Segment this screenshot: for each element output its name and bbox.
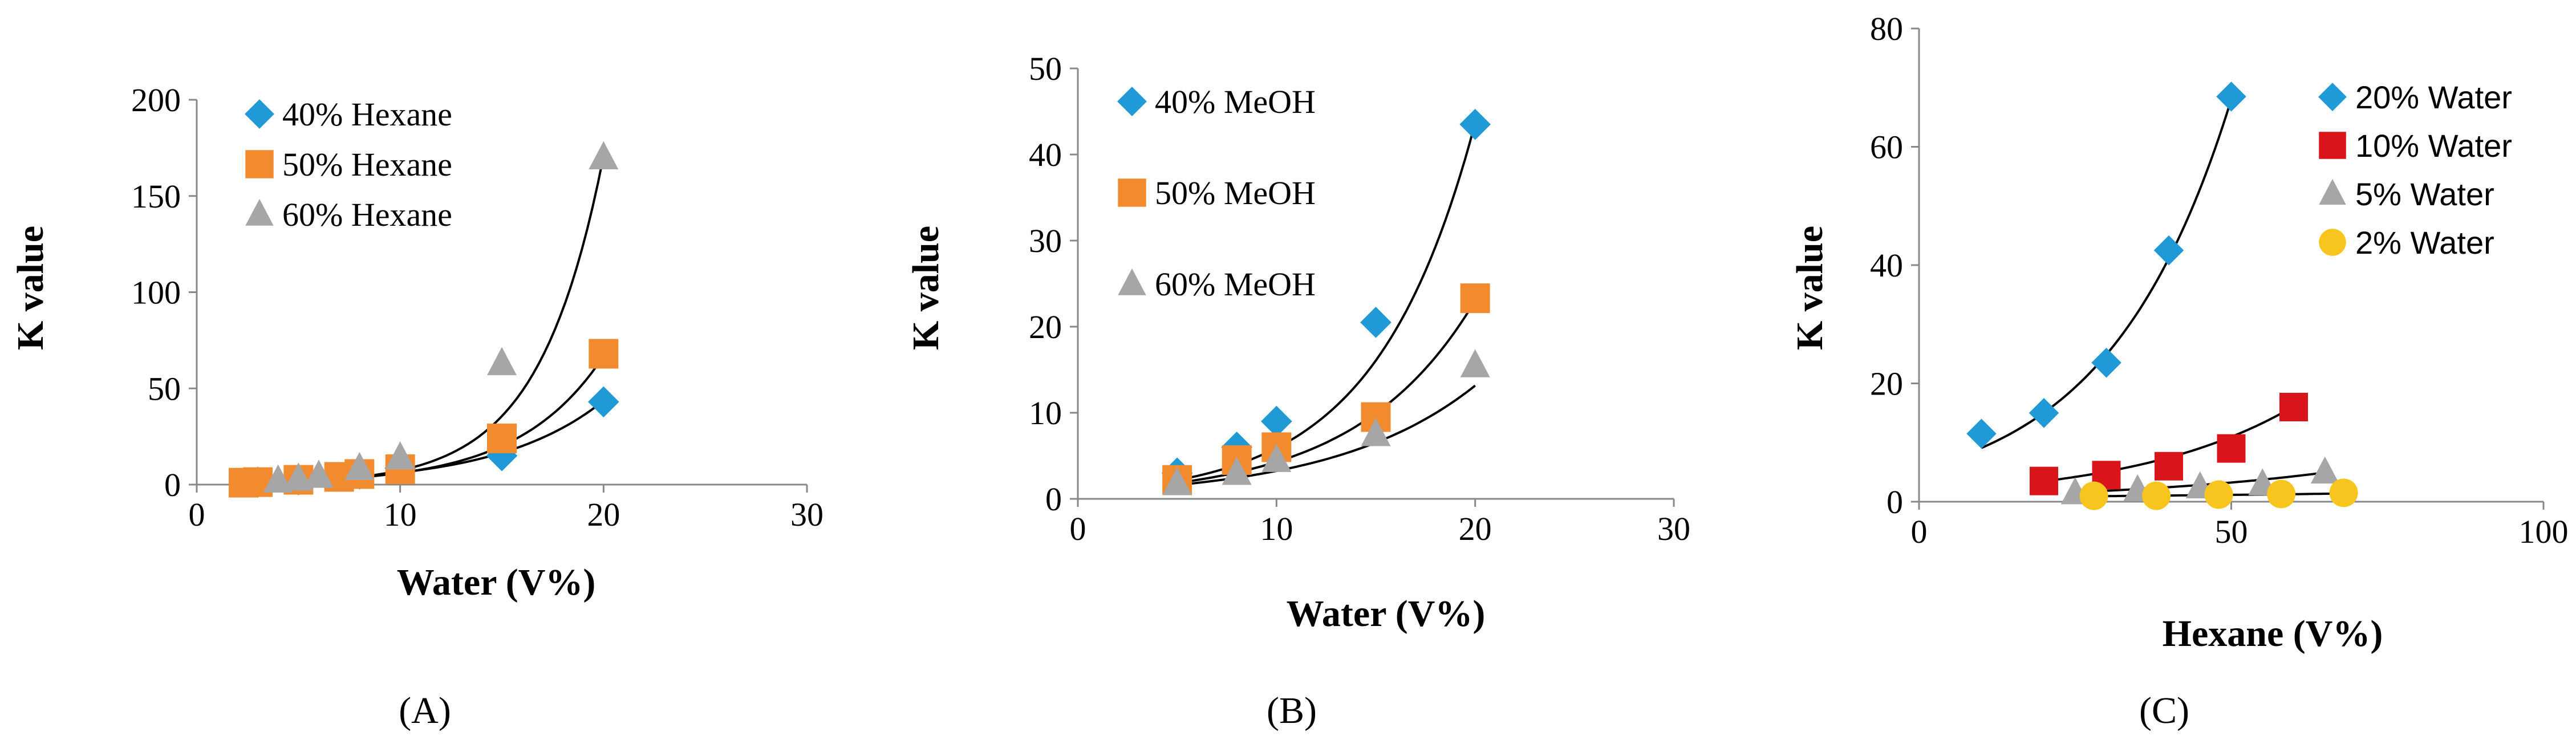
panel-b-xtick-label: 30 <box>1657 510 1690 547</box>
panel-c-ytick-label: 60 <box>1870 129 1903 166</box>
panel-a-series-2-point <box>304 460 334 488</box>
panel-c-series-0-point <box>2091 347 2121 378</box>
panel-c-series-0-point <box>2216 82 2246 112</box>
panel-b-legend-marker-0 <box>1117 87 1147 116</box>
panel-b-xtick-label: 20 <box>1459 510 1492 547</box>
panel-b: K value Water (V%) (B) 0 10 20 30 40 50 0 10 20 3… <box>905 50 1690 731</box>
panel-c-xlabel: Hexane (V%) <box>2163 613 2383 654</box>
panel-c-legend-label-2: 5% Water <box>2355 176 2494 212</box>
panel-b-legend-marker-1 <box>1118 178 1146 207</box>
panel-b-series-0-point <box>1360 307 1392 338</box>
panel-a-legend-marker-1 <box>245 150 274 178</box>
panel-c-xtick-label: 100 <box>2519 513 2569 550</box>
panel-a-series-2-point <box>344 452 375 481</box>
panel-a-ytick-label: 50 <box>148 370 181 407</box>
panel-a: K value Water (V%) (A) 0 50 100 150 200 0 10 20… <box>10 82 823 731</box>
panel-b-fit-curve-1 <box>1177 300 1476 484</box>
panel-c: K value Hexane (V%) (C) 0 20 40 60 80 0 50 100 2… <box>1789 10 2569 731</box>
panel-b-ytick-label: 10 <box>1029 395 1062 432</box>
panel-b-label: (B) <box>1267 690 1317 731</box>
panel-c-legend-marker-2 <box>2319 178 2346 205</box>
panel-b-ytick-label: 40 <box>1029 136 1062 173</box>
panel-c-series-3-point <box>2142 481 2171 510</box>
panel-b-series-1-point <box>1460 283 1490 314</box>
panel-a-label: (A) <box>399 690 451 731</box>
panel-c-series-3-point <box>2329 478 2358 507</box>
panel-a-ytick-label: 0 <box>164 466 181 503</box>
panel-a-series-2-point <box>589 141 619 170</box>
panel-c-series-1-point <box>2155 452 2183 481</box>
panel-c-xtick-label: 50 <box>2215 513 2248 550</box>
panel-b-series-0-point <box>1261 405 1292 437</box>
panel-a-series-0-point <box>588 386 619 418</box>
panel-c-series-0-point <box>2029 398 2059 428</box>
panel-b-series-0-point <box>1459 108 1491 140</box>
panel-a-series-0-point <box>486 440 518 471</box>
panel-a-legend-marker-2 <box>245 198 274 226</box>
panel-a-ytick-label: 100 <box>131 274 181 311</box>
panel-c-legend-marker-1 <box>2319 132 2346 159</box>
panel-c-legend-label-0: 20% Water <box>2355 79 2512 115</box>
panel-c-series-0-point <box>2153 235 2184 266</box>
panel-a-legend-label-0: 40% Hexane <box>282 96 452 133</box>
panel-c-legend-marker-0 <box>2318 83 2347 111</box>
panel-b-xtick-label: 10 <box>1260 510 1293 547</box>
panel-b-series-2-point <box>1222 457 1252 485</box>
panel-a-legend-label-2: 60% Hexane <box>282 196 452 233</box>
panel-c-series-1-point <box>2030 466 2058 495</box>
panel-a-series-2-point <box>283 462 314 491</box>
panel-a-ytick-label: 200 <box>131 82 181 119</box>
panel-c-ytick-label: 0 <box>1887 483 1903 521</box>
panel-a-series-2-point <box>487 347 517 376</box>
panel-a-xtick-label: 20 <box>587 496 620 533</box>
panel-b-ytick-label: 0 <box>1045 481 1062 518</box>
panel-b-series-2-point <box>1162 467 1192 495</box>
panel-b-ytick-label: 50 <box>1029 50 1062 87</box>
panel-b-legend-label-0: 40% MeOH <box>1155 83 1316 120</box>
panel-a-series-1-point <box>487 424 517 453</box>
panel-c-legend-marker-3 <box>2319 229 2346 256</box>
panel-a-ytick-label: 150 <box>131 178 181 215</box>
panel-b-legend-marker-2 <box>1118 268 1146 295</box>
panel-a-legend-label-1: 50% Hexane <box>282 146 452 183</box>
panel-c-series-1-point <box>2279 393 2308 421</box>
panel-c-series-3-point <box>2267 479 2296 509</box>
panel-a-xtick-label: 0 <box>189 496 205 533</box>
panel-b-ytick-label: 20 <box>1029 308 1062 345</box>
panel-b-legend-label-1: 50% MeOH <box>1155 174 1316 212</box>
panel-c-ylabel: K value <box>1789 226 1831 350</box>
panel-c-ytick-label: 40 <box>1870 247 1903 284</box>
panel-a-series-1-point <box>589 339 619 369</box>
panel-b-legend-label-2: 60% MeOH <box>1155 266 1316 303</box>
panel-c-series-2-point <box>2310 456 2339 484</box>
panel-c-series-0-point <box>1966 418 1997 449</box>
panel-a-xlabel: Water (V%) <box>397 562 596 603</box>
panel-c-series-3-point <box>2204 480 2233 509</box>
panel-a-ylabel: K value <box>10 226 51 350</box>
panel-b-series-2-point <box>1261 444 1292 472</box>
panel-c-ytick-label: 80 <box>1870 10 1903 47</box>
panel-c-fit-curve-0 <box>1981 99 2233 449</box>
panel-b-series-2-point <box>1460 349 1490 377</box>
panel-b-ylabel: K value <box>905 226 947 350</box>
panel-b-xlabel: Water (V%) <box>1287 593 1486 635</box>
panel-c-legend-label-3: 2% Water <box>2355 225 2494 261</box>
panel-a-xtick-label: 10 <box>384 496 417 533</box>
panel-c-series-3-point <box>2079 481 2108 510</box>
panel-b-ytick-label: 30 <box>1029 222 1062 259</box>
panel-c-legend-label-1: 10% Water <box>2355 128 2512 164</box>
panel-a-xtick-label: 30 <box>790 496 823 533</box>
panel-c-xtick-label: 0 <box>1911 513 1928 550</box>
panel-a-legend-marker-0 <box>245 99 274 129</box>
panel-c-series-1-point <box>2217 434 2246 463</box>
panel-b-xtick-label: 0 <box>1070 510 1086 547</box>
panel-a-series-2-point <box>263 464 293 493</box>
panel-c-ytick-label: 20 <box>1870 365 1903 403</box>
panel-b-series-2-point <box>1361 418 1391 446</box>
panel-a-series-2-point <box>385 441 415 470</box>
panel-c-label: (C) <box>2139 690 2189 731</box>
